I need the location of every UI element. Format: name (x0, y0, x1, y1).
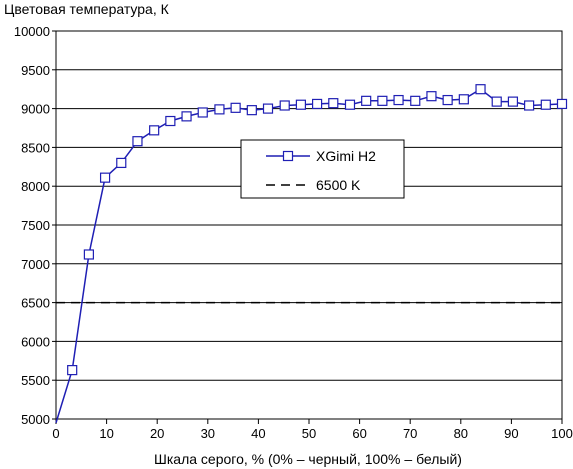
data-point-xgimi-h2 (556, 98, 568, 110)
data-point-xgimi-h2 (67, 365, 78, 376)
y-axis-title: Цветовая температура, К (4, 1, 170, 17)
data-point-xgimi-h2 (426, 91, 437, 102)
legend-label-xgimi-h2: XGimi H2 (316, 148, 376, 164)
x-tick-label: 30 (201, 426, 215, 441)
x-tick-label: 10 (99, 426, 113, 441)
legend-box (240, 139, 405, 199)
x-tick-label: 90 (504, 426, 518, 441)
x-axis-title: Шкала серого, % (0% – черный, 100% – бел… (154, 451, 462, 467)
data-point-xgimi-h2 (132, 136, 143, 147)
y-tick-label: 8500 (21, 140, 50, 155)
y-tick-label: 9500 (21, 63, 50, 78)
data-point-xgimi-h2 (262, 103, 274, 114)
data-point-xgimi-h2 (83, 249, 94, 260)
x-tick-label: 60 (352, 426, 366, 441)
data-point-xgimi-h2 (475, 84, 486, 95)
data-point-xgimi-h2 (214, 104, 225, 115)
x-tick-label: 0 (52, 426, 59, 441)
x-tick-label: 40 (251, 426, 265, 441)
data-point-xgimi-h2 (246, 105, 257, 116)
x-tick-label: 70 (403, 426, 417, 441)
series-line-xgimi-h2 (55, 88, 563, 424)
data-point-xgimi-h2 (99, 172, 111, 183)
legend: XGimi H2 6500 K (240, 139, 405, 199)
x-tick-label: 50 (302, 426, 316, 441)
y-tick-label: 6000 (21, 334, 50, 349)
data-point-xgimi-h2 (328, 98, 339, 109)
grid (56, 30, 562, 420)
data-point-xgimi-h2 (540, 99, 551, 110)
data-point-xgimi-h2 (361, 95, 372, 106)
y-tick-label: 9000 (21, 102, 50, 117)
data-point-xgimi-h2 (181, 111, 192, 122)
legend-label-6500k: 6500 K (316, 177, 361, 193)
x-tick-label: 20 (150, 426, 164, 441)
data-point-xgimi-h2 (311, 98, 323, 110)
data-point-xgimi-h2 (344, 99, 356, 110)
x-tick-label: 100 (551, 426, 573, 441)
y-tick-label: 5000 (21, 412, 50, 427)
data-point-xgimi-h2 (524, 100, 535, 111)
data-point-xgimi-h2 (442, 94, 453, 106)
data-point-xgimi-h2 (393, 94, 404, 106)
data-point-xgimi-h2 (279, 100, 290, 111)
y-tick-label: 10000 (14, 24, 50, 39)
legend-marker-xgimi-h2 (282, 150, 294, 162)
data-point-xgimi-h2 (491, 96, 502, 107)
data-point-xgimi-h2 (149, 125, 160, 136)
data-point-xgimi-h2 (230, 102, 241, 113)
data-point-xgimi-h2 (197, 107, 208, 118)
data-point-xgimi-h2 (377, 95, 388, 106)
y-tick-label: 6500 (21, 296, 50, 311)
data-point-xgimi-h2 (410, 95, 421, 106)
y-tick-label: 5500 (21, 373, 50, 388)
y-tick-label: 7000 (21, 257, 50, 272)
data-point-xgimi-h2 (165, 115, 176, 127)
data-point-xgimi-h2 (295, 99, 307, 110)
y-tick-label: 8000 (21, 179, 50, 194)
y-axis: 5000 5500 6000 6500 7000 7500 8000 8500 9000 9500… (14, 24, 56, 427)
data-point-xgimi-h2 (458, 94, 469, 105)
x-tick-label: 80 (454, 426, 468, 441)
series-layer (55, 84, 568, 424)
data-point-xgimi-h2 (116, 157, 127, 169)
data-point-xgimi-h2 (507, 96, 519, 107)
y-tick-label: 7500 (21, 218, 50, 233)
x-axis: 0 10 20 30 40 50 60 70 80 90 100 (52, 419, 573, 441)
